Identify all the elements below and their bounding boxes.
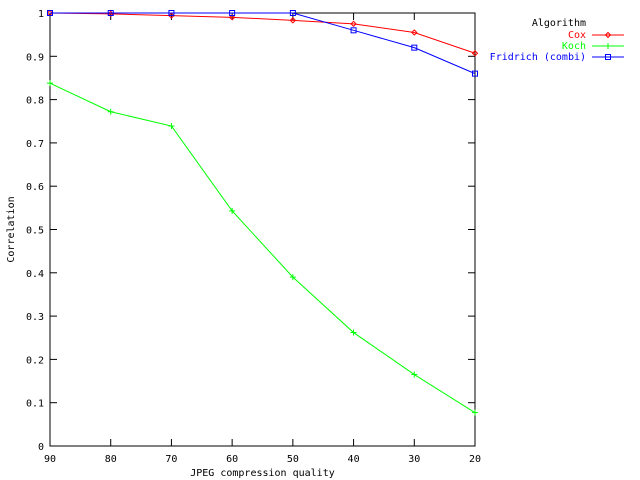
data-point <box>350 20 357 28</box>
data-point <box>229 207 236 214</box>
x-tick-label: 30 <box>408 454 420 465</box>
y-axis-label: Correlation <box>6 196 17 262</box>
x-tick-label: 70 <box>165 454 177 465</box>
data-point <box>229 10 236 16</box>
x-axis-label: JPEG compression quality <box>190 468 335 479</box>
x-tick-label: 40 <box>348 454 360 465</box>
x-tick-label: 80 <box>105 454 117 465</box>
series-layer <box>46 9 479 416</box>
x-tick-label: 60 <box>226 454 238 465</box>
series-line <box>49 82 476 414</box>
tick-labels: 0 0.1 0.2 0.3 0.4 0.5 0.6 0.7 0.8 0.9 1 90 80 70 60 50 4… <box>26 9 481 465</box>
data-point <box>350 27 357 34</box>
series-koch <box>47 80 478 416</box>
y-tick-label: 0.2 <box>26 355 44 366</box>
data-point <box>472 70 478 77</box>
y-tick-label: 0.7 <box>26 139 44 150</box>
data-point <box>350 329 357 336</box>
legend-label: Fridrich (combi) <box>490 52 586 63</box>
legend-label: Koch <box>562 41 586 52</box>
y-tick-label: 0.5 <box>26 226 44 237</box>
data-point <box>107 10 114 16</box>
data-point <box>471 50 479 57</box>
x-tick-label: 50 <box>287 454 299 465</box>
data-point <box>604 31 612 39</box>
data-point <box>47 80 53 87</box>
data-point <box>168 12 175 19</box>
x-tick-label: 20 <box>469 454 481 465</box>
axis-ticks <box>49 12 476 447</box>
data-point <box>411 29 418 36</box>
data-point <box>228 14 236 21</box>
y-tick-label: 0.4 <box>26 269 44 280</box>
data-point <box>168 123 175 130</box>
y-tick-label: 0.6 <box>26 182 44 193</box>
series-fridrich-combi <box>47 10 478 77</box>
y-tick-label: 0.9 <box>26 52 44 63</box>
series-line <box>49 12 476 54</box>
legend-label: Cox <box>568 30 586 41</box>
data-point <box>168 10 175 16</box>
data-point <box>605 54 611 60</box>
data-point <box>289 17 297 24</box>
series-line <box>50 12 476 75</box>
data-point <box>411 371 418 378</box>
data-point <box>289 10 296 16</box>
y-tick-label: 0.1 <box>26 399 44 410</box>
y-tick-label: 0.3 <box>26 312 44 323</box>
y-tick-label: 1 <box>38 9 44 20</box>
x-tick-label: 90 <box>44 454 56 465</box>
y-tick-label: 0.8 <box>26 96 44 107</box>
data-point <box>411 44 418 51</box>
data-point <box>472 409 478 416</box>
data-point <box>107 108 114 115</box>
series-cox <box>46 9 479 57</box>
data-point <box>289 274 296 281</box>
data-point <box>605 43 611 49</box>
y-tick-label: 0 <box>38 442 44 453</box>
plot-frame <box>49 12 476 447</box>
legend-title: Algorithm <box>532 18 586 29</box>
data-point <box>47 10 53 16</box>
